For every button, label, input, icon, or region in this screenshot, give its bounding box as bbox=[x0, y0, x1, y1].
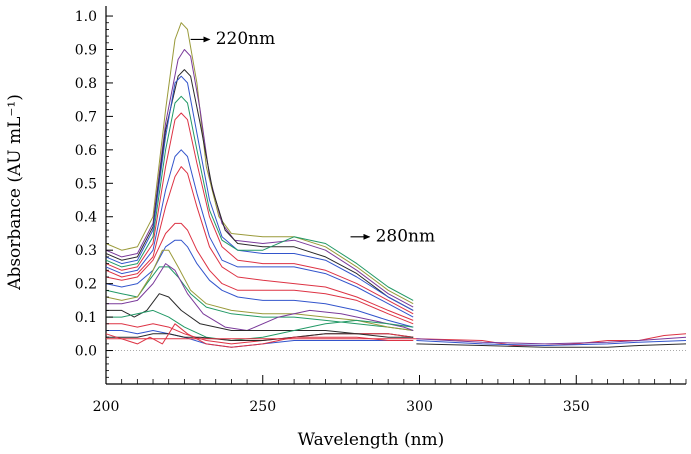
series-line-7 bbox=[105, 149, 414, 318]
series-line-2 bbox=[105, 49, 414, 308]
y-tick-label: 0.2 bbox=[75, 277, 97, 293]
x-tick-label: 300 bbox=[406, 399, 433, 415]
series-line-21 bbox=[416, 340, 687, 346]
ticks-layer: 0.0 0.1 0.2 0.3 0.4 0.5 0.6 0.7 0.8 0.9 1.0 200 250 3… bbox=[75, 9, 687, 415]
series-line-11 bbox=[105, 266, 414, 331]
series-line-3 bbox=[105, 69, 414, 311]
y-tick-label: 0.5 bbox=[75, 176, 97, 192]
annotation-label-220nm: 220nm bbox=[216, 29, 276, 49]
y-tick-label: 0.6 bbox=[75, 143, 97, 159]
series-line-13 bbox=[106, 263, 414, 331]
y-tick-label: 0.8 bbox=[75, 76, 97, 92]
series-line-22 bbox=[416, 343, 687, 348]
series-line-14 bbox=[106, 293, 414, 338]
y-axis-title: Absorbance (AU mL⁻¹) bbox=[5, 94, 25, 291]
x-tick-label: 200 bbox=[93, 399, 120, 415]
series-line-12 bbox=[105, 249, 414, 331]
series-line-9 bbox=[105, 222, 414, 325]
series-layer bbox=[105, 22, 687, 348]
x-tick-label: 350 bbox=[563, 399, 590, 415]
series-line-8 bbox=[105, 166, 414, 321]
x-axis-title: Wavelength (nm) bbox=[298, 430, 445, 450]
series-line-23 bbox=[416, 336, 687, 345]
y-tick-label: 0.3 bbox=[75, 243, 97, 259]
y-tick-label: 0.4 bbox=[75, 210, 97, 226]
series-line-4 bbox=[105, 75, 414, 311]
plot-frame bbox=[105, 6, 686, 385]
x-tick-label: 250 bbox=[249, 399, 276, 415]
y-tick-label: 0.1 bbox=[75, 310, 97, 326]
y-tick-label: 0.9 bbox=[75, 42, 97, 58]
series-line-5 bbox=[105, 95, 414, 301]
series-line-1 bbox=[105, 22, 414, 305]
y-tick-label: 0.7 bbox=[75, 109, 97, 125]
annotation-label-280nm: 280nm bbox=[376, 226, 436, 246]
y-tick-label: 1.0 bbox=[75, 9, 97, 25]
series-line-10 bbox=[105, 239, 414, 328]
y-tick-label: 0.0 bbox=[75, 344, 97, 360]
series-line-6 bbox=[105, 112, 414, 315]
series-line-19 bbox=[105, 323, 414, 348]
annotation-layer: 220nm 280nm bbox=[190, 29, 436, 246]
